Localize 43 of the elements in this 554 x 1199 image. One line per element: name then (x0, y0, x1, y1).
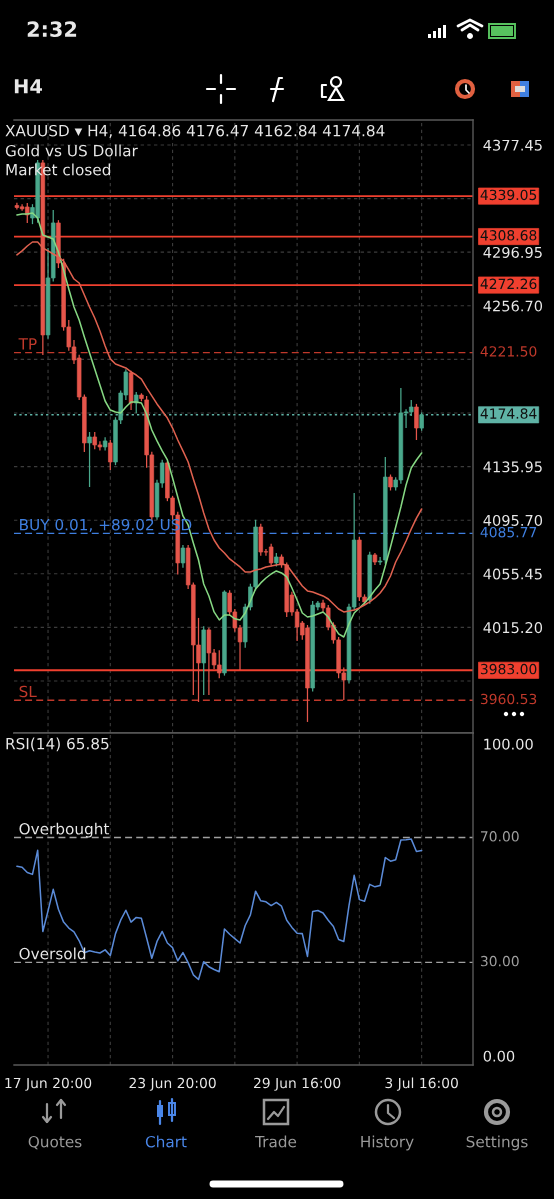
candlestick (108, 439, 113, 471)
annotation: SL (19, 685, 37, 698)
y-tick-label: 4135.95 (483, 461, 542, 473)
ref-line-label: 3960.53 (480, 693, 537, 705)
y-tick-label: 100.00 (484, 738, 533, 750)
y-tick-label: 4015.20 (483, 622, 543, 634)
annotation: TP (18, 338, 37, 350)
y-tick-label: 0.00 (483, 1050, 515, 1062)
ref-line-label: 30.00 (480, 955, 519, 967)
x-tick-label: 29 Jun 16:00 (254, 1077, 341, 1091)
text: Trade (255, 1135, 297, 1148)
candlestick (414, 403, 419, 441)
text: History (361, 1135, 414, 1151)
text: Quotes (28, 1135, 82, 1150)
annotation: Overbought (19, 822, 110, 838)
ref-line-label: 3983.00 (480, 663, 537, 675)
text: H4 (14, 79, 43, 94)
text: Chart (145, 1135, 187, 1148)
text: Settings (466, 1135, 528, 1151)
ref-line-label: 4339.05 (480, 189, 537, 201)
y-tick-label: 4256.70 (483, 300, 543, 312)
ref-line-label: 4174.84 (480, 408, 537, 419)
y-tick-label: 4377.45 (483, 139, 542, 151)
ref-line-label: 4308.68 (480, 230, 537, 241)
annotation: Oversold (19, 947, 86, 960)
y-tick-label: 4055.45 (483, 568, 542, 580)
x-tick-label: 23 Jun 20:00 (129, 1077, 216, 1091)
text: Gold vs US Dollar (5, 144, 138, 157)
chart-title: RSI(14) 65.85 (6, 737, 109, 752)
ref-line-label: 4272.26 (480, 278, 537, 290)
candlestick (87, 431, 92, 488)
ref-line-label: 4221.50 (480, 346, 537, 357)
chart-title: XAUUSD ▾ H4, 4164.86 4176.47 4162.84 4174.84 (5, 124, 385, 138)
x-tick-label: 17 Jun 20:00 (5, 1077, 92, 1091)
ref-line-label: 4085.77 (480, 526, 537, 538)
y-tick-label: 4296.95 (483, 246, 542, 258)
candlestick (180, 544, 186, 569)
candlestick (419, 411, 424, 432)
line-series (16, 838, 423, 981)
x-tick-label: 3 Jul 16:00 (385, 1077, 458, 1091)
y-tick-label: 4095.70 (483, 514, 543, 526)
ref-line-label: 70.00 (481, 831, 519, 842)
text: 2:32 (27, 21, 77, 38)
